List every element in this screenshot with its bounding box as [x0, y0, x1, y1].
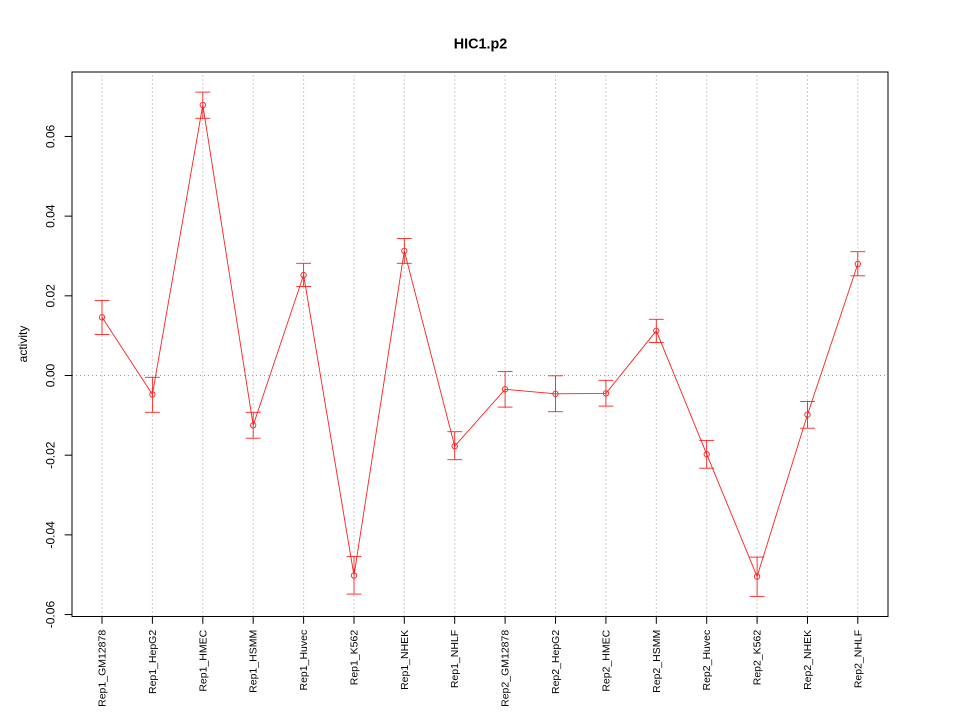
- svg-text:Rep1_HepG2: Rep1_HepG2: [147, 630, 159, 694]
- svg-text:Rep1_NHEK: Rep1_NHEK: [399, 630, 411, 690]
- svg-text:activity: activity: [16, 326, 30, 363]
- svg-text:Rep2_NHLF: Rep2_NHLF: [852, 630, 864, 688]
- svg-text:-0.04: -0.04: [44, 521, 58, 549]
- svg-text:Rep1_Huvec: Rep1_Huvec: [298, 630, 310, 691]
- svg-text:Rep2_K562: Rep2_K562: [752, 630, 764, 686]
- svg-text:0.00: 0.00: [44, 363, 58, 387]
- svg-text:Rep1_HMEC: Rep1_HMEC: [197, 629, 209, 691]
- svg-text:HIC1.p2: HIC1.p2: [454, 37, 508, 53]
- svg-text:-0.06: -0.06: [44, 601, 58, 629]
- svg-text:Rep2_HepG2: Rep2_HepG2: [550, 630, 562, 694]
- svg-text:Rep2_HSMM: Rep2_HSMM: [651, 630, 663, 693]
- svg-text:Rep2_Huvec: Rep2_Huvec: [701, 630, 713, 691]
- svg-text:Rep1_K562: Rep1_K562: [349, 630, 361, 686]
- svg-text:-0.02: -0.02: [44, 441, 58, 469]
- svg-text:Rep1_NHLF: Rep1_NHLF: [449, 630, 461, 688]
- svg-text:0.04: 0.04: [44, 204, 58, 228]
- svg-text:Rep2_GM12878: Rep2_GM12878: [500, 630, 512, 707]
- svg-text:0.06: 0.06: [44, 124, 58, 148]
- svg-text:0.02: 0.02: [44, 284, 58, 308]
- svg-text:Rep2_NHEK: Rep2_NHEK: [802, 630, 814, 690]
- svg-text:Rep1_GM12878: Rep1_GM12878: [97, 630, 109, 707]
- svg-text:Rep1_HSMM: Rep1_HSMM: [248, 630, 260, 693]
- svg-text:Rep2_HMEC: Rep2_HMEC: [600, 629, 612, 691]
